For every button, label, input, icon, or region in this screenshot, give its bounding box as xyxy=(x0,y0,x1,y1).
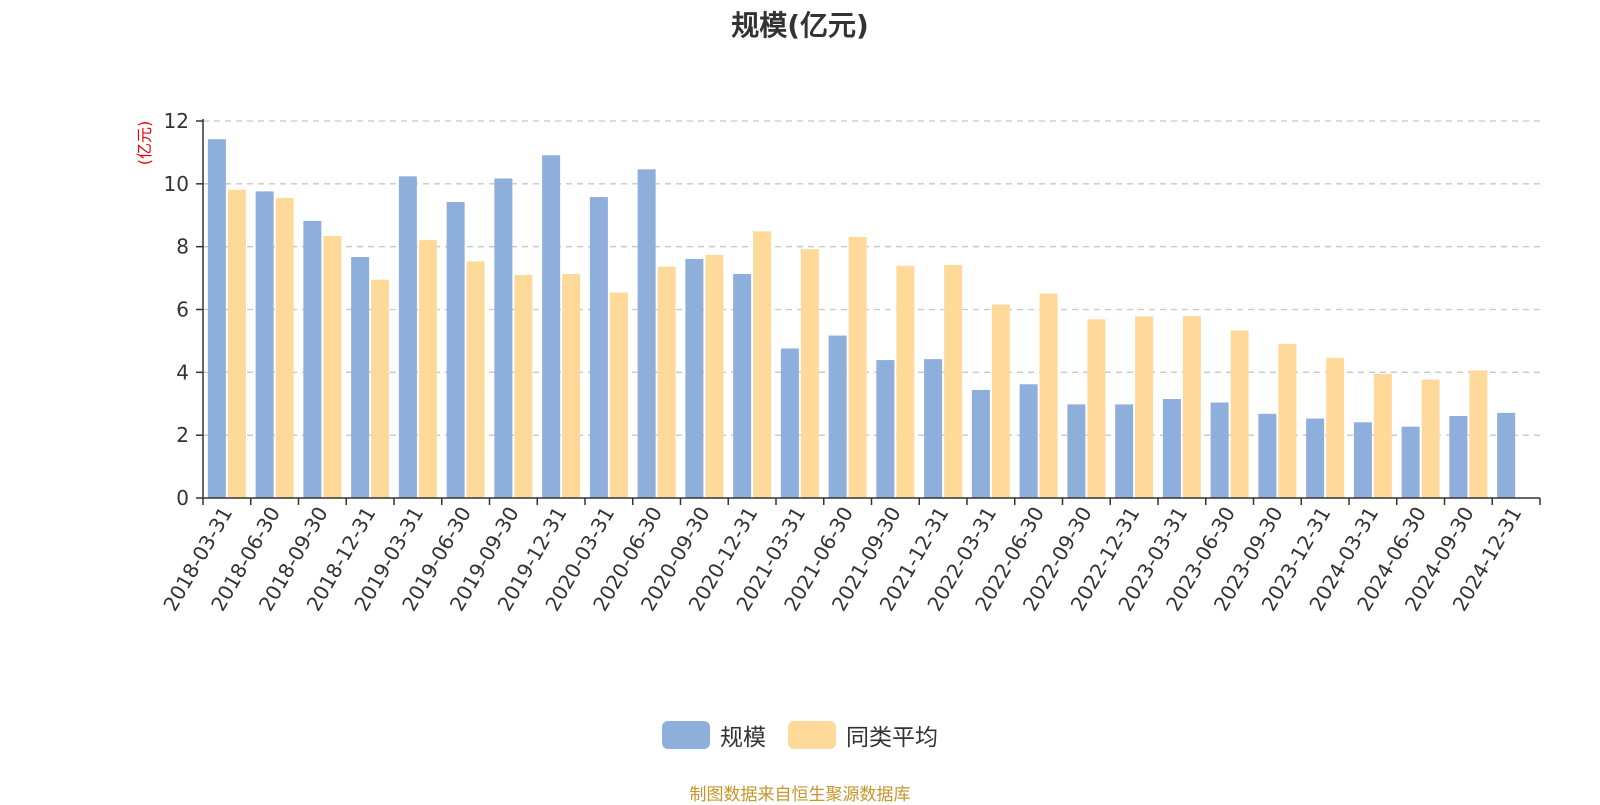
bar-peer-average xyxy=(944,264,963,498)
bar-peer-average xyxy=(1087,319,1106,498)
bar-peer-average xyxy=(991,304,1010,498)
bar-scale xyxy=(398,176,417,498)
bar-peer-average xyxy=(1278,343,1297,498)
y-tick-label: 10 xyxy=(164,172,189,196)
bar-peer-average xyxy=(418,240,437,499)
bar-scale xyxy=(1210,402,1229,498)
bar-peer-average xyxy=(1421,379,1440,498)
legend-item-peer-average[interactable]: 同类平均 xyxy=(788,718,938,752)
bar-peer-average xyxy=(371,279,390,498)
bar-scale xyxy=(1497,412,1516,498)
bar-peer-average xyxy=(1182,316,1201,498)
bar-scale xyxy=(733,273,752,498)
bar-scale xyxy=(1162,399,1181,498)
legend-swatch-peer-average xyxy=(788,721,836,749)
y-tick-label: 6 xyxy=(176,298,189,322)
legend-item-scale[interactable]: 规模 xyxy=(662,718,766,752)
bar-scale xyxy=(303,220,322,498)
legend-label-scale: 规模 xyxy=(720,725,766,751)
bar-peer-average xyxy=(1135,316,1154,498)
bar-peer-average xyxy=(848,236,867,499)
bar-scale xyxy=(924,359,943,498)
bar-peer-average xyxy=(705,254,724,498)
bar-scale xyxy=(446,202,465,498)
bar-scale xyxy=(1449,416,1468,498)
bar-peer-average xyxy=(514,274,533,498)
bar-peer-average xyxy=(1469,370,1488,498)
legend-label-peer-average: 同类平均 xyxy=(846,725,938,751)
bar-peer-average xyxy=(657,266,676,498)
bar-scale xyxy=(1401,426,1420,498)
bar-peer-average xyxy=(800,249,819,498)
bar-peer-average xyxy=(1373,373,1392,498)
chart-title: 规模(亿元) xyxy=(731,9,869,42)
legend: 规模 同类平均 xyxy=(0,718,1600,752)
bars xyxy=(207,139,1516,499)
legend-swatch-scale xyxy=(662,721,710,749)
bar-peer-average xyxy=(1230,330,1249,498)
bar-scale xyxy=(876,360,895,498)
bar-peer-average xyxy=(753,231,772,498)
bar-peer-average xyxy=(227,189,246,499)
bar-scale xyxy=(1258,413,1277,498)
bar-peer-average xyxy=(562,273,581,498)
bar-scale xyxy=(494,178,513,498)
bar-scale xyxy=(1353,422,1372,498)
bar-scale xyxy=(255,191,274,498)
bar-peer-average xyxy=(466,261,485,498)
bar-scale xyxy=(828,335,847,498)
y-tick-label: 0 xyxy=(176,486,189,510)
bar-scale xyxy=(685,258,704,498)
bar-scale xyxy=(1306,418,1325,498)
bar-scale xyxy=(1019,384,1038,498)
y-tick-label: 12 xyxy=(164,109,189,133)
bar-peer-average xyxy=(323,235,342,499)
bar-scale xyxy=(1067,404,1086,498)
bar-peer-average xyxy=(1039,293,1058,498)
bar-peer-average xyxy=(275,197,294,499)
bar-scale xyxy=(637,169,656,499)
bar-scale xyxy=(207,139,226,498)
bar-scale xyxy=(780,348,799,498)
bar-scale xyxy=(351,257,370,498)
bar-peer-average xyxy=(896,265,915,498)
bar-peer-average xyxy=(1326,357,1345,498)
y-tick-label: 4 xyxy=(176,360,189,384)
source-note: 制图数据来自恒生聚源数据库 xyxy=(689,785,911,805)
bar-scale xyxy=(542,155,561,498)
y-tick-label: 8 xyxy=(176,235,189,259)
y-axis-unit-label: (亿元) xyxy=(135,121,154,166)
bar-peer-average xyxy=(609,292,628,498)
bar-scale xyxy=(1115,404,1134,498)
bar-scale xyxy=(971,389,990,498)
y-tick-label: 2 xyxy=(176,423,189,447)
bar-scale xyxy=(589,197,608,499)
